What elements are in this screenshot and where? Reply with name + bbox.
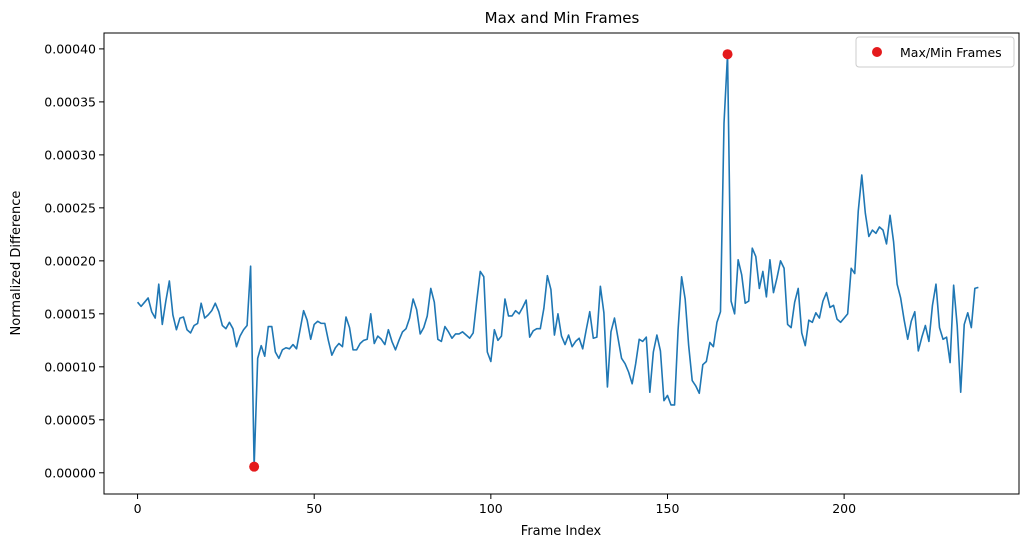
- plot-area: [103, 32, 1020, 495]
- max-min-point: [249, 461, 260, 472]
- y-tick-label: 0.00020: [44, 253, 96, 268]
- legend: Max/Min Frames: [855, 36, 1015, 68]
- series-layer: [136, 49, 979, 472]
- legend-box: [855, 36, 1015, 68]
- x-tick-label: 0: [134, 501, 142, 516]
- chart-title: Max and Min Frames: [485, 9, 640, 27]
- series-line: [136, 53, 979, 468]
- y-tick-label: 0.00025: [44, 200, 96, 215]
- x-tick-label: 150: [656, 501, 680, 516]
- legend-marker: [872, 47, 882, 57]
- x-tick-label: 100: [479, 501, 503, 516]
- max-min-point: [722, 49, 733, 60]
- y-tick-label: 0.00040: [44, 41, 96, 56]
- legend-label: Max/Min Frames: [900, 45, 1002, 60]
- y-tick-label: 0.00005: [44, 412, 96, 427]
- x-axis: 0 50 100 150 200: [134, 494, 856, 516]
- y-tick-label: 0.00030: [44, 147, 96, 162]
- x-axis-label: Frame Index: [521, 524, 602, 539]
- plot-frame: [103, 32, 1020, 495]
- x-tick-label: 50: [306, 501, 322, 516]
- y-axis: 0.00000 0.00005 0.00010 0.00015 0.00020 0.000…: [44, 41, 104, 480]
- x-tick-label: 200: [832, 501, 856, 516]
- y-tick-label: 0.00035: [44, 94, 96, 109]
- y-tick-label: 0.00015: [44, 306, 96, 321]
- y-tick-label: 0.00010: [44, 359, 96, 374]
- y-tick-label: 0.00000: [44, 465, 96, 480]
- y-axis-label: Normalized Difference: [9, 191, 24, 336]
